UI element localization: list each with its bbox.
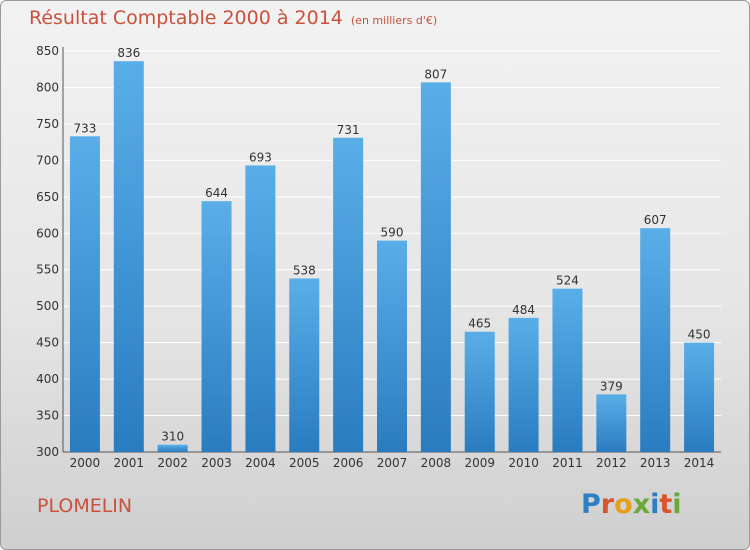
bar-2006: [333, 137, 364, 452]
x-tick-label: 2002: [157, 456, 188, 470]
data-label: 450: [688, 328, 711, 342]
commune-name: PLOMELIN: [37, 495, 133, 517]
bar-2003: [201, 201, 232, 452]
bar-2008: [420, 82, 451, 453]
x-tick-label: 2001: [114, 456, 145, 470]
x-tick-label: 2009: [464, 456, 495, 470]
proxiti-logo: Proxiti: [581, 489, 682, 520]
y-tick-label: 300: [36, 445, 59, 459]
x-tick-label: 2012: [596, 456, 627, 470]
y-tick-label: 350: [36, 409, 59, 423]
x-tick-label: 2000: [70, 456, 101, 470]
data-label: 807: [424, 67, 447, 81]
logo-letter: P: [581, 489, 601, 520]
x-tick-label: 2008: [421, 456, 452, 470]
data-label: 644: [205, 186, 228, 200]
chart-title-text: Résultat Comptable 2000 à 2014: [29, 7, 343, 29]
chart-title: Résultat Comptable 2000 à 2014 (en millie…: [29, 7, 437, 29]
bar-2007: [377, 240, 407, 452]
bar-2012: [596, 394, 627, 452]
bar-2005: [289, 278, 320, 452]
y-tick-label: 750: [36, 117, 59, 131]
bar-2009: [464, 331, 495, 452]
data-label: 310: [161, 430, 184, 444]
x-tick-label: 2006: [333, 456, 364, 470]
data-label: 607: [644, 213, 667, 227]
data-label: 538: [293, 263, 316, 277]
bar-2002: [157, 444, 188, 452]
bar-2000: [69, 136, 100, 452]
bar-2001: [113, 61, 144, 452]
y-tick-label: 450: [36, 336, 59, 350]
data-label: 465: [468, 317, 491, 331]
x-tick-label: 2004: [245, 456, 276, 470]
y-tick-label: 600: [36, 226, 59, 240]
y-tick-label: 650: [36, 190, 59, 204]
data-label: 379: [600, 379, 623, 393]
logo-letter: i: [650, 489, 660, 520]
bar-2004: [245, 165, 276, 452]
y-tick-label: 700: [36, 153, 59, 167]
bar-2013: [640, 228, 671, 452]
x-tick-label: 2011: [552, 456, 583, 470]
logo-letter: i: [672, 489, 682, 520]
y-tick-label: 800: [36, 80, 59, 94]
bar-2011: [552, 288, 583, 452]
y-tick-label: 500: [36, 299, 59, 313]
x-tick-label: 2007: [377, 456, 408, 470]
data-label: 836: [117, 46, 140, 60]
bar-2010: [508, 317, 539, 452]
logo-letter: o: [614, 489, 633, 520]
data-label: 693: [249, 150, 272, 164]
y-tick-label: 550: [36, 263, 59, 277]
data-label: 524: [556, 274, 579, 288]
x-tick-label: 2005: [289, 456, 320, 470]
y-tick-label: 850: [36, 44, 59, 58]
data-label: 590: [381, 226, 404, 240]
x-tick-label: 2003: [201, 456, 232, 470]
data-label: 731: [337, 123, 360, 137]
chart-unit: (en milliers d'€): [350, 14, 438, 27]
x-tick-label: 2010: [508, 456, 539, 470]
logo-letter: x: [632, 489, 651, 520]
data-label: 733: [73, 121, 96, 135]
logo-letter: r: [600, 489, 615, 520]
x-tick-label: 2014: [684, 456, 715, 470]
data-label: 484: [512, 303, 535, 317]
x-tick-label: 2013: [640, 456, 671, 470]
bar-2014: [684, 342, 715, 452]
y-tick-label: 400: [36, 372, 59, 386]
logo-letter: t: [659, 489, 673, 520]
